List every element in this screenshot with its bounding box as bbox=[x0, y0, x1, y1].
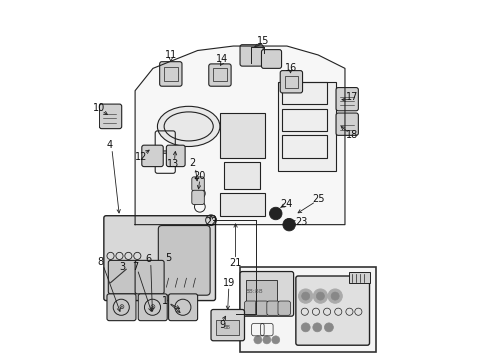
Text: 8: 8 bbox=[97, 257, 103, 267]
Polygon shape bbox=[135, 46, 344, 225]
Text: 12: 12 bbox=[134, 152, 147, 162]
Bar bbox=[220, 193, 264, 216]
FancyBboxPatch shape bbox=[255, 301, 267, 315]
FancyBboxPatch shape bbox=[335, 113, 358, 135]
FancyBboxPatch shape bbox=[168, 294, 197, 321]
Bar bbox=[277, 82, 335, 171]
Circle shape bbox=[327, 289, 342, 303]
Text: 19: 19 bbox=[223, 278, 235, 288]
FancyBboxPatch shape bbox=[191, 190, 204, 204]
Text: 13: 13 bbox=[166, 159, 179, 169]
Bar bbox=[224, 162, 260, 189]
Bar bbox=[216, 320, 238, 336]
Ellipse shape bbox=[157, 106, 220, 147]
Circle shape bbox=[330, 292, 339, 300]
FancyBboxPatch shape bbox=[135, 260, 164, 294]
Circle shape bbox=[271, 336, 279, 344]
Text: 1: 1 bbox=[162, 296, 168, 306]
Bar bbox=[245, 280, 277, 301]
Text: 15: 15 bbox=[257, 36, 269, 46]
FancyBboxPatch shape bbox=[99, 104, 122, 129]
Circle shape bbox=[283, 219, 295, 231]
FancyBboxPatch shape bbox=[103, 216, 215, 301]
FancyBboxPatch shape bbox=[107, 294, 136, 321]
FancyBboxPatch shape bbox=[244, 301, 257, 315]
Circle shape bbox=[301, 292, 309, 300]
FancyBboxPatch shape bbox=[108, 260, 137, 294]
Bar bbox=[282, 82, 326, 104]
Text: 11: 11 bbox=[164, 50, 177, 60]
Bar bbox=[282, 109, 326, 131]
Text: 3: 3 bbox=[119, 262, 125, 272]
Bar bbox=[164, 67, 177, 81]
Text: 88: 88 bbox=[224, 325, 230, 330]
Text: 9: 9 bbox=[219, 320, 225, 330]
FancyBboxPatch shape bbox=[160, 62, 182, 86]
Text: 7: 7 bbox=[132, 262, 138, 272]
Text: 14: 14 bbox=[216, 54, 228, 64]
FancyBboxPatch shape bbox=[261, 50, 281, 68]
Text: 4: 4 bbox=[106, 140, 112, 150]
Text: 18: 18 bbox=[345, 130, 357, 140]
FancyBboxPatch shape bbox=[138, 294, 167, 321]
Circle shape bbox=[324, 323, 333, 332]
Text: 20: 20 bbox=[193, 171, 205, 180]
Bar bbox=[349, 271, 369, 283]
Text: 16: 16 bbox=[285, 63, 297, 73]
Text: 24: 24 bbox=[279, 199, 292, 209]
FancyBboxPatch shape bbox=[211, 310, 244, 341]
Text: 21: 21 bbox=[229, 258, 241, 267]
Text: 22: 22 bbox=[204, 217, 217, 228]
Text: ⊛: ⊛ bbox=[149, 304, 155, 310]
FancyBboxPatch shape bbox=[266, 301, 279, 315]
Circle shape bbox=[253, 336, 262, 344]
Bar bbox=[240, 267, 375, 352]
Text: 6: 6 bbox=[145, 255, 151, 265]
Bar bbox=[284, 76, 298, 89]
Text: ⊛: ⊛ bbox=[118, 304, 124, 310]
Circle shape bbox=[301, 323, 309, 332]
Circle shape bbox=[316, 292, 324, 300]
FancyBboxPatch shape bbox=[240, 271, 293, 316]
Text: 2: 2 bbox=[189, 158, 195, 168]
FancyBboxPatch shape bbox=[280, 71, 302, 93]
Bar bbox=[220, 113, 264, 158]
Circle shape bbox=[298, 289, 312, 303]
Text: 23: 23 bbox=[294, 217, 307, 228]
FancyBboxPatch shape bbox=[142, 145, 163, 167]
FancyBboxPatch shape bbox=[191, 177, 204, 191]
FancyBboxPatch shape bbox=[166, 145, 185, 167]
Bar bbox=[213, 68, 226, 81]
FancyBboxPatch shape bbox=[158, 226, 210, 295]
Bar bbox=[282, 135, 326, 158]
FancyBboxPatch shape bbox=[277, 301, 290, 315]
FancyBboxPatch shape bbox=[335, 87, 358, 111]
Text: 88:88: 88:88 bbox=[245, 289, 263, 294]
Circle shape bbox=[312, 323, 321, 332]
Circle shape bbox=[313, 289, 327, 303]
Text: 10: 10 bbox=[93, 103, 105, 113]
FancyBboxPatch shape bbox=[295, 276, 369, 345]
Text: 25: 25 bbox=[311, 194, 324, 204]
FancyBboxPatch shape bbox=[240, 45, 263, 66]
Circle shape bbox=[262, 336, 270, 344]
Circle shape bbox=[269, 207, 282, 220]
Text: 17: 17 bbox=[345, 93, 357, 102]
FancyBboxPatch shape bbox=[208, 64, 231, 86]
Text: 5: 5 bbox=[165, 253, 171, 263]
